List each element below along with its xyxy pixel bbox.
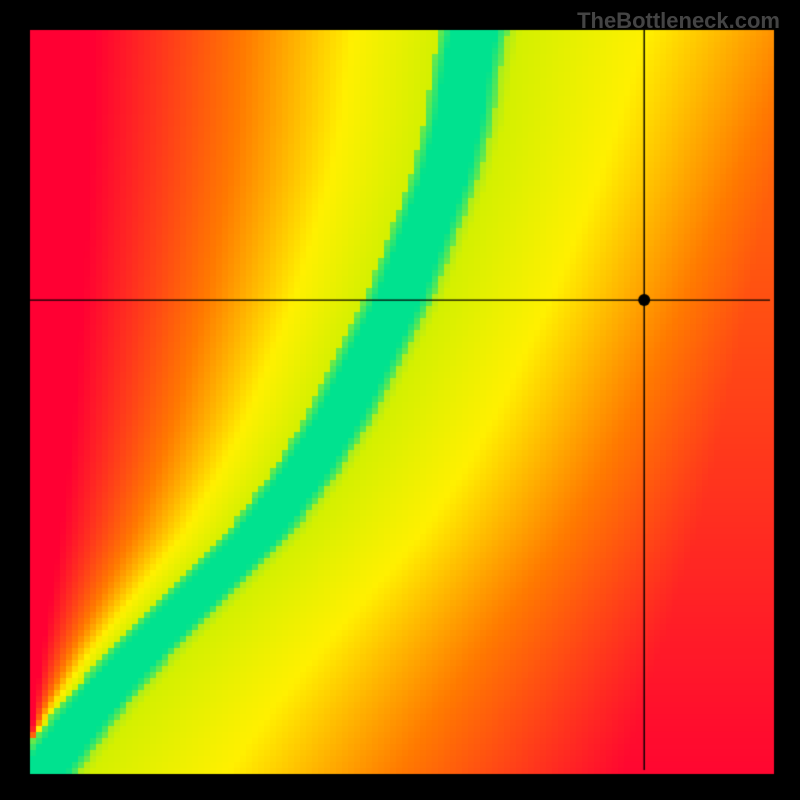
heatmap-canvas (0, 0, 800, 800)
root: TheBottleneck.com (0, 0, 800, 800)
watermark-text: TheBottleneck.com (577, 8, 780, 34)
